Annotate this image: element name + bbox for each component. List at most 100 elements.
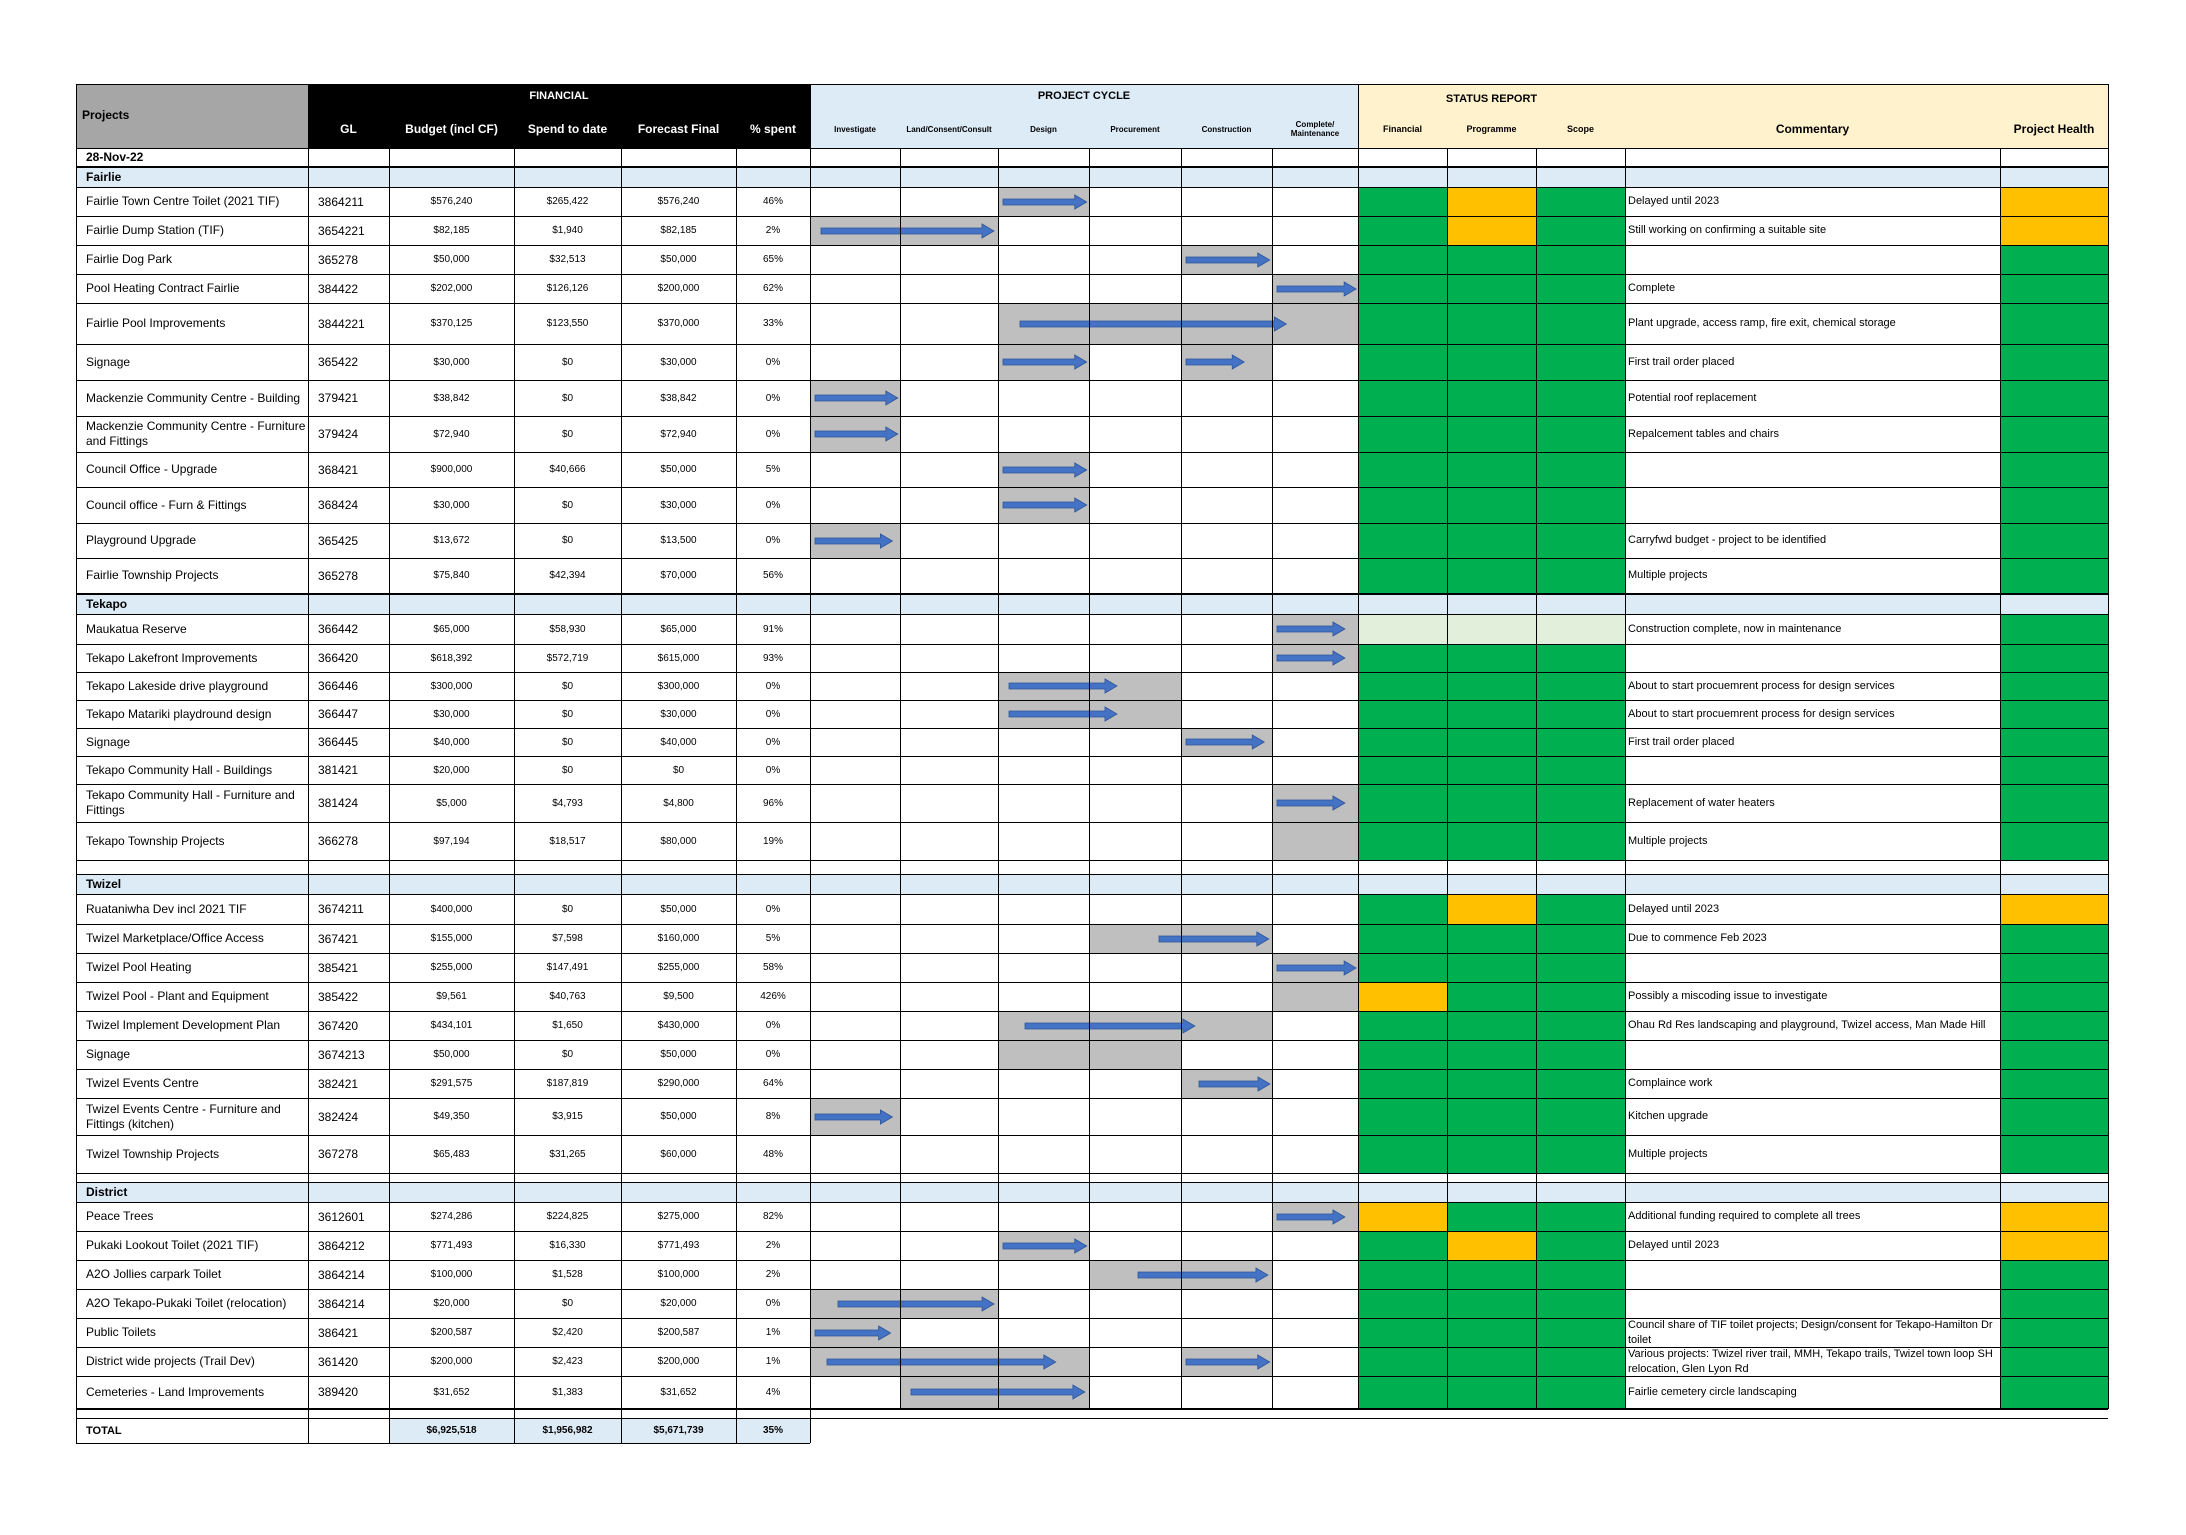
status-cell-financial: [1358, 1289, 1447, 1318]
status-cell-programme: [1447, 756, 1536, 784]
spend-value: $187,819: [546, 1078, 589, 1089]
status-cell-programme: [1447, 982, 1536, 1011]
budget-value: $300,000: [430, 680, 473, 692]
grid-line-h: [76, 166, 2108, 167]
pct-spent: 91%: [762, 623, 783, 635]
budget-value: $291,575: [430, 1078, 473, 1089]
pct-spent: 0%: [765, 680, 781, 692]
financial-header: FINANCIAL: [529, 89, 589, 102]
gl-code: 365278: [318, 252, 359, 267]
status-cell-scope: [1536, 187, 1625, 216]
status-cell-programme: [1447, 416, 1536, 452]
spend-value: $0: [561, 1298, 574, 1309]
gl-code: 384422: [318, 281, 359, 296]
project-name: Tekapo Matariki playdround design: [86, 706, 272, 721]
project-name: Ruataniwha Dev incl 2021 TIF: [86, 901, 247, 916]
spend-value: $0: [561, 428, 574, 440]
forecast-value: $60,000: [660, 1148, 697, 1160]
status-cell-programme: [1447, 245, 1536, 274]
status-cell-scope: [1536, 452, 1625, 487]
forecast-value: $615,000: [657, 652, 700, 664]
forecast-value: $4,800: [663, 797, 694, 809]
grid-line-h: [76, 728, 2108, 729]
progress-arrow: [814, 390, 899, 406]
pct-spent: 0%: [765, 1020, 781, 1031]
budget-value: $200,000: [430, 1356, 473, 1367]
status-cell-financial: [1358, 784, 1447, 822]
budget-value: $50,000: [433, 254, 470, 265]
spend-value: $2,423: [552, 1356, 583, 1367]
spend-value: $123,550: [546, 318, 589, 329]
spend-value: $18,517: [549, 835, 586, 847]
project-name: Tekapo Lakeside drive playground: [86, 678, 269, 693]
gl-code: 368424: [318, 498, 359, 512]
status-cell-financial: [1358, 1318, 1447, 1347]
status-cell-programme: [1447, 924, 1536, 953]
forecast-value: $255,000: [657, 962, 700, 973]
status-cell-scope: [1536, 1318, 1625, 1347]
grid-line-v: [1447, 148, 1448, 1409]
group-band: [76, 874, 2108, 894]
commentary-text: Complete: [1628, 282, 1676, 295]
status-report-header: STATUS REPORT: [1445, 92, 1538, 105]
forecast-value: $200,000: [657, 1356, 700, 1367]
status-cell-programme: [1447, 1069, 1536, 1098]
status-cell-financial: [1358, 216, 1447, 245]
project-health-cell: [2000, 728, 2108, 756]
pct-spent: 1%: [765, 1356, 781, 1367]
total-budget: $6,925,518: [426, 1425, 477, 1436]
project-health-cell: [2000, 1040, 2108, 1069]
forecast-value: $160,000: [657, 933, 700, 944]
budget-value: $30,000: [433, 499, 470, 511]
budget-value: $771,493: [430, 1240, 473, 1251]
budget-value: $200,587: [430, 1327, 473, 1338]
spend-value: $0: [561, 1049, 574, 1060]
spend-value: $0: [561, 903, 574, 915]
grid-line-v: [1272, 148, 1273, 1409]
project-health-cell: [2000, 924, 2108, 953]
project-name: Tekapo Community Hall - Furniture and Fi…: [86, 788, 295, 817]
commentary-text: Additional funding required to complete …: [1628, 1210, 1861, 1223]
status-cell-programme: [1447, 700, 1536, 728]
spend-value: $1,528: [552, 1269, 583, 1280]
grid-line-v: [2108, 84, 2109, 1409]
pct-spent: 96%: [762, 797, 783, 809]
pct-spent: 2%: [765, 225, 781, 236]
status-cell-programme: [1447, 822, 1536, 860]
budget-value: $65,483: [433, 1148, 470, 1160]
budget-value: $97,194: [433, 835, 470, 847]
project-health-cell: [2000, 1347, 2108, 1376]
gl-code: 381424: [318, 796, 359, 810]
progress-arrow: [1003, 354, 1088, 370]
group-label-twizel: Twizel: [86, 877, 122, 891]
progress-arrow: [1138, 1266, 1270, 1283]
status-cell-programme: [1447, 894, 1536, 924]
project-health-cell: [2000, 558, 2108, 593]
budget-value: $900,000: [430, 464, 473, 475]
grid-line-h: [76, 1173, 2108, 1174]
project-name: Twizel Pool Heating: [86, 960, 192, 974]
grid-line-h: [76, 416, 2108, 417]
project-health-cell: [2000, 822, 2108, 860]
commentary-text: First trail order placed: [1628, 355, 1735, 368]
project-health-cell: [2000, 1376, 2108, 1408]
grid-line-v: [1536, 148, 1537, 1409]
pct-spent: 0%: [765, 1298, 781, 1309]
project-name: Signage: [86, 1047, 131, 1061]
project-health-cell: [2000, 303, 2108, 344]
spend-value: $0: [561, 535, 574, 546]
project-name: Tekapo Lakefront Improvements: [86, 650, 258, 665]
status-cell-scope: [1536, 644, 1625, 672]
project-name: Twizel Events Centre - Furniture and Fit…: [86, 1101, 281, 1131]
grid-line-h: [76, 784, 2108, 785]
grid-line-v: [736, 148, 737, 1443]
grid-line-h: [76, 894, 2108, 895]
project-name: Tekapo Community Hall - Buildings: [86, 762, 273, 777]
status-cell-programme: [1447, 644, 1536, 672]
gl-code: 366447: [318, 707, 359, 721]
gl-code: 366442: [318, 622, 359, 636]
project-health-cell: [2000, 672, 2108, 700]
gl-code: 361420: [318, 1354, 359, 1369]
spend-value: $0: [561, 356, 574, 368]
